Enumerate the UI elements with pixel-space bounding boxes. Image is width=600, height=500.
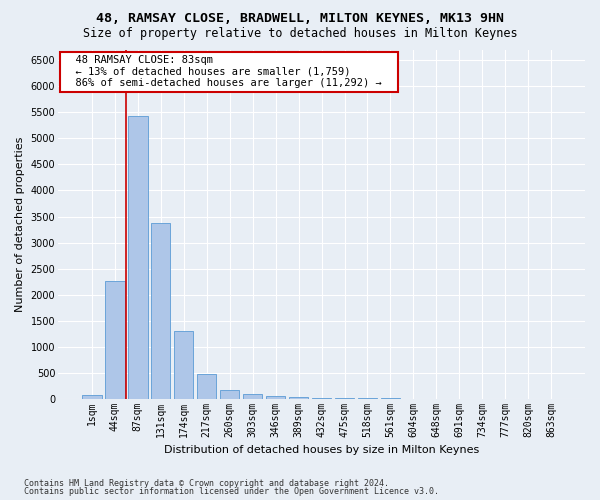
Bar bbox=[128, 116, 148, 399]
Bar bbox=[289, 396, 308, 398]
X-axis label: Distribution of detached houses by size in Milton Keynes: Distribution of detached houses by size … bbox=[164, 445, 479, 455]
Text: Contains public sector information licensed under the Open Government Licence v3: Contains public sector information licen… bbox=[24, 487, 439, 496]
Text: Contains HM Land Registry data © Crown copyright and database right 2024.: Contains HM Land Registry data © Crown c… bbox=[24, 478, 389, 488]
Text: 48, RAMSAY CLOSE, BRADWELL, MILTON KEYNES, MK13 9HN: 48, RAMSAY CLOSE, BRADWELL, MILTON KEYNE… bbox=[96, 12, 504, 26]
Bar bbox=[82, 395, 101, 398]
Bar bbox=[105, 280, 125, 398]
Bar bbox=[174, 331, 193, 398]
Bar bbox=[197, 374, 217, 398]
Y-axis label: Number of detached properties: Number of detached properties bbox=[15, 136, 25, 312]
Text: 48 RAMSAY CLOSE: 83sqm  
  ← 13% of detached houses are smaller (1,759)  
  86% : 48 RAMSAY CLOSE: 83sqm ← 13% of detached… bbox=[64, 55, 395, 88]
Bar bbox=[151, 223, 170, 398]
Text: Size of property relative to detached houses in Milton Keynes: Size of property relative to detached ho… bbox=[83, 28, 517, 40]
Bar bbox=[266, 396, 286, 398]
Bar bbox=[243, 394, 262, 398]
Bar bbox=[220, 390, 239, 398]
